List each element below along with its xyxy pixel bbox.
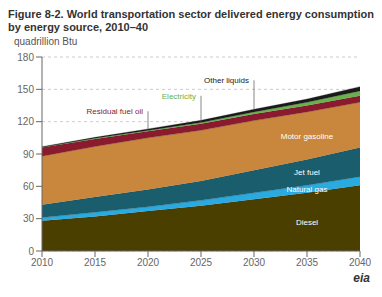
svg-text:Jet fuel: Jet fuel: [294, 168, 320, 177]
svg-text:2035: 2035: [296, 257, 319, 268]
svg-text:2010: 2010: [31, 257, 54, 268]
svg-text:Diesel: Diesel: [296, 218, 318, 227]
svg-text:Motor gasoline: Motor gasoline: [281, 132, 334, 141]
svg-text:90: 90: [23, 149, 35, 160]
svg-text:2025: 2025: [190, 257, 213, 268]
svg-text:Electricity: Electricity: [162, 92, 196, 101]
svg-text:60: 60: [23, 181, 35, 192]
svg-text:120: 120: [17, 116, 34, 127]
svg-text:180: 180: [17, 52, 34, 63]
svg-text:2040: 2040: [349, 257, 372, 268]
svg-text:Natural gas: Natural gas: [287, 185, 328, 194]
html-text:quadrillion Btu: quadrillion Btu: [14, 36, 78, 47]
svg-text:Residual fuel oil: Residual fuel oil: [87, 107, 144, 116]
svg-text:Other liquids: Other liquids: [204, 76, 249, 85]
svg-text:0: 0: [28, 246, 34, 257]
svg-text:2015: 2015: [84, 257, 107, 268]
svg-text:2030: 2030: [243, 257, 266, 268]
svg-text:150: 150: [17, 84, 34, 95]
svg-text:2020: 2020: [137, 257, 160, 268]
html-text:eia: eia: [353, 271, 370, 285]
html-text:Figure 8-2. World transportati: Figure 8-2. World transportation sector …: [8, 8, 374, 33]
svg-text:30: 30: [23, 213, 35, 224]
